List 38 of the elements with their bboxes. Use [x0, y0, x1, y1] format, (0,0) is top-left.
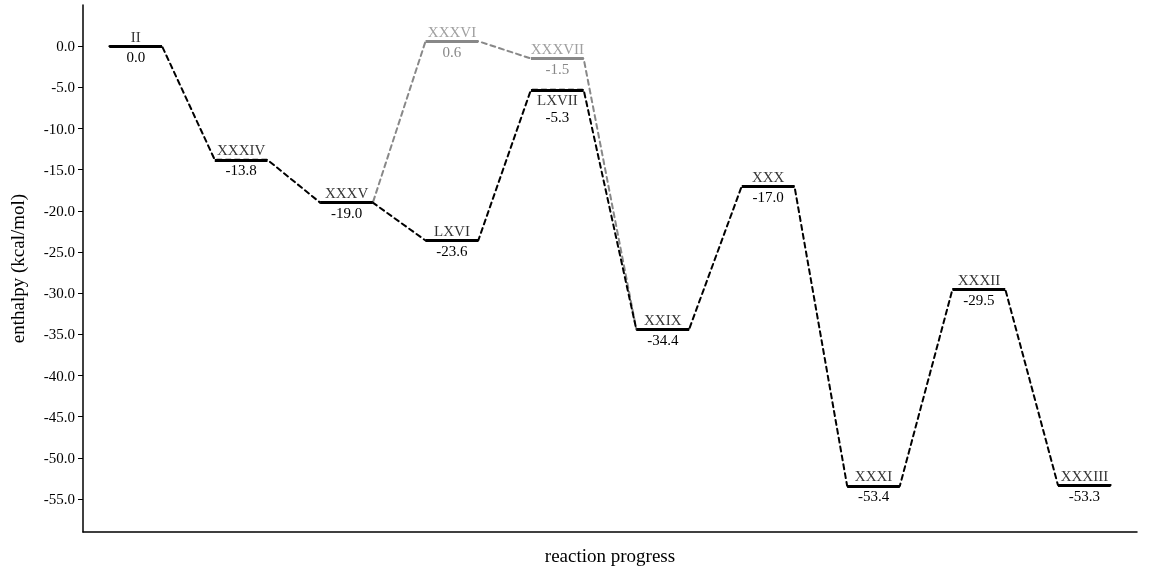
data-label: -23.6 [436, 243, 469, 259]
annotation: XXX [751, 168, 785, 185]
annotation: XXXVII [530, 41, 585, 58]
y-tick-label: -25.0 [43, 244, 75, 261]
y-tick-label: -35.0 [43, 326, 75, 343]
y-tick-label: -40.0 [43, 367, 75, 384]
y-axis-title: enthalpy (kcal/mol) [7, 193, 29, 344]
annotation: LXVII [536, 92, 578, 109]
data-label: 0.0 [126, 48, 146, 65]
y-tick-label: -15.0 [43, 161, 75, 178]
data-label: -19.0 [330, 205, 363, 222]
annotation: XXIX [644, 311, 682, 328]
annotation: II [130, 28, 141, 45]
annotation: XXXIII [1060, 467, 1109, 484]
data-label: -5.3 [545, 109, 570, 126]
data-label: -1.5 [545, 61, 570, 78]
data-label: -17.0 [752, 188, 784, 205]
data-label: -34.4 [647, 331, 679, 348]
y-tick-label: -10.0 [43, 120, 75, 137]
annotation: XXXIV [217, 142, 266, 159]
data-label: -53.3 [1068, 487, 1100, 504]
y-tick-label: -50.0 [43, 449, 75, 466]
annotation: LXVI [434, 223, 470, 239]
y-tick-label: -20.0 [43, 202, 75, 219]
y-tick-label: 0.0 [56, 38, 75, 55]
data-label: -53.4 [857, 488, 890, 505]
x-axis-title: reaction progress [544, 545, 676, 566]
y-tick-label: -45.0 [43, 408, 75, 425]
data-label: -13.8 [225, 162, 257, 179]
annotation: XXXV [324, 185, 369, 202]
y-tick-label: -5.0 [51, 79, 75, 96]
data-label: -29.5 [963, 291, 995, 308]
y-tick-label: -30.0 [43, 285, 75, 302]
data-label: 0.6 [442, 43, 462, 60]
annotation: XXXVI [427, 23, 477, 40]
annotation: XXXI [854, 468, 893, 485]
annotation: XXXII [957, 271, 1001, 288]
y-tick-label: -55.0 [43, 491, 75, 508]
